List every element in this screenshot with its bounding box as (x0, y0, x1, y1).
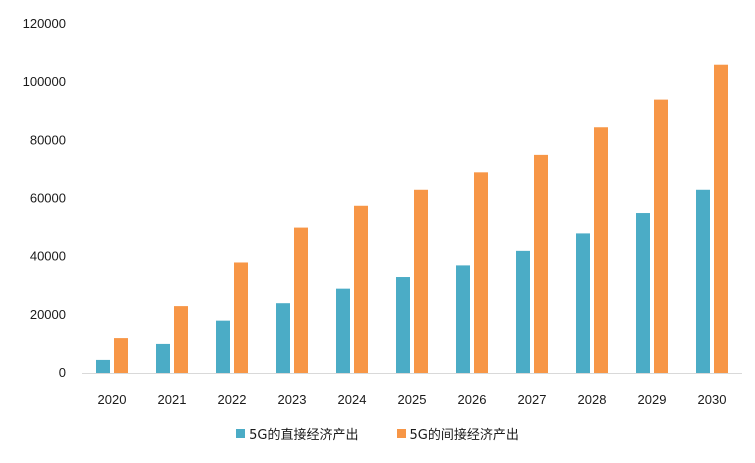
bar-direct-output (216, 320, 230, 373)
legend-swatch (236, 429, 246, 438)
bar-direct-output (696, 189, 710, 373)
bar-indirect-output (714, 64, 728, 373)
bar-indirect-output (174, 306, 188, 373)
x-tick-label: 2022 (218, 392, 247, 407)
bar-indirect-output (294, 227, 308, 373)
legend-item-direct: 5G的直接经济产出 (236, 424, 359, 443)
legend-label: 5G的间接经济产出 (409, 428, 519, 443)
bar-indirect-output (414, 189, 428, 373)
legend-item-indirect: 5G的间接经济产出 (396, 424, 519, 443)
y-tick-label: 0 (59, 365, 66, 380)
bar-indirect-output (114, 338, 128, 373)
bars (96, 64, 728, 373)
bar-indirect-output (354, 205, 368, 373)
x-tick-label: 2027 (518, 392, 547, 407)
y-axis: 0 20000 40000 60000 80000 100000 120000 (23, 16, 66, 380)
bar-direct-output (576, 233, 590, 373)
y-tick-label: 20000 (30, 307, 66, 322)
bar-direct-output (516, 250, 530, 373)
bar-direct-output (156, 343, 170, 373)
legend-swatch (396, 429, 406, 438)
x-tick-label: 2020 (98, 392, 127, 407)
x-tick-label: 2023 (278, 392, 307, 407)
bar-indirect-output (234, 262, 248, 373)
y-tick-label: 120000 (23, 16, 66, 31)
y-tick-label: 60000 (30, 191, 66, 206)
y-tick-label: 80000 (30, 132, 66, 147)
bar-direct-output (456, 265, 470, 373)
x-tick-label: 2030 (698, 392, 727, 407)
x-tick-label: 2026 (458, 392, 487, 407)
legend-label: 5G的直接经济产出 (249, 428, 359, 443)
bar-direct-output (96, 359, 110, 373)
x-tick-label: 2028 (578, 392, 607, 407)
legend: 5G的直接经济产出 5G的间接经济产出 (0, 424, 755, 443)
y-tick-label: 100000 (23, 74, 66, 89)
y-tick-label: 40000 (30, 249, 66, 264)
x-tick-label: 2021 (158, 392, 187, 407)
bar-indirect-output (654, 99, 668, 373)
x-axis: 2020 2021 2022 2023 2024 2025 2026 2027 2028 2029… (82, 373, 742, 407)
bar-indirect-output (534, 154, 548, 373)
bar-direct-output (336, 288, 350, 373)
bar-indirect-output (474, 172, 488, 373)
x-tick-label: 2029 (638, 392, 667, 407)
x-tick-label: 2025 (398, 392, 427, 407)
x-tick-label: 2024 (338, 392, 367, 407)
bar-direct-output (396, 277, 410, 373)
bar-indirect-output (594, 127, 608, 373)
bar-direct-output (636, 213, 650, 373)
bar-direct-output (276, 303, 290, 373)
